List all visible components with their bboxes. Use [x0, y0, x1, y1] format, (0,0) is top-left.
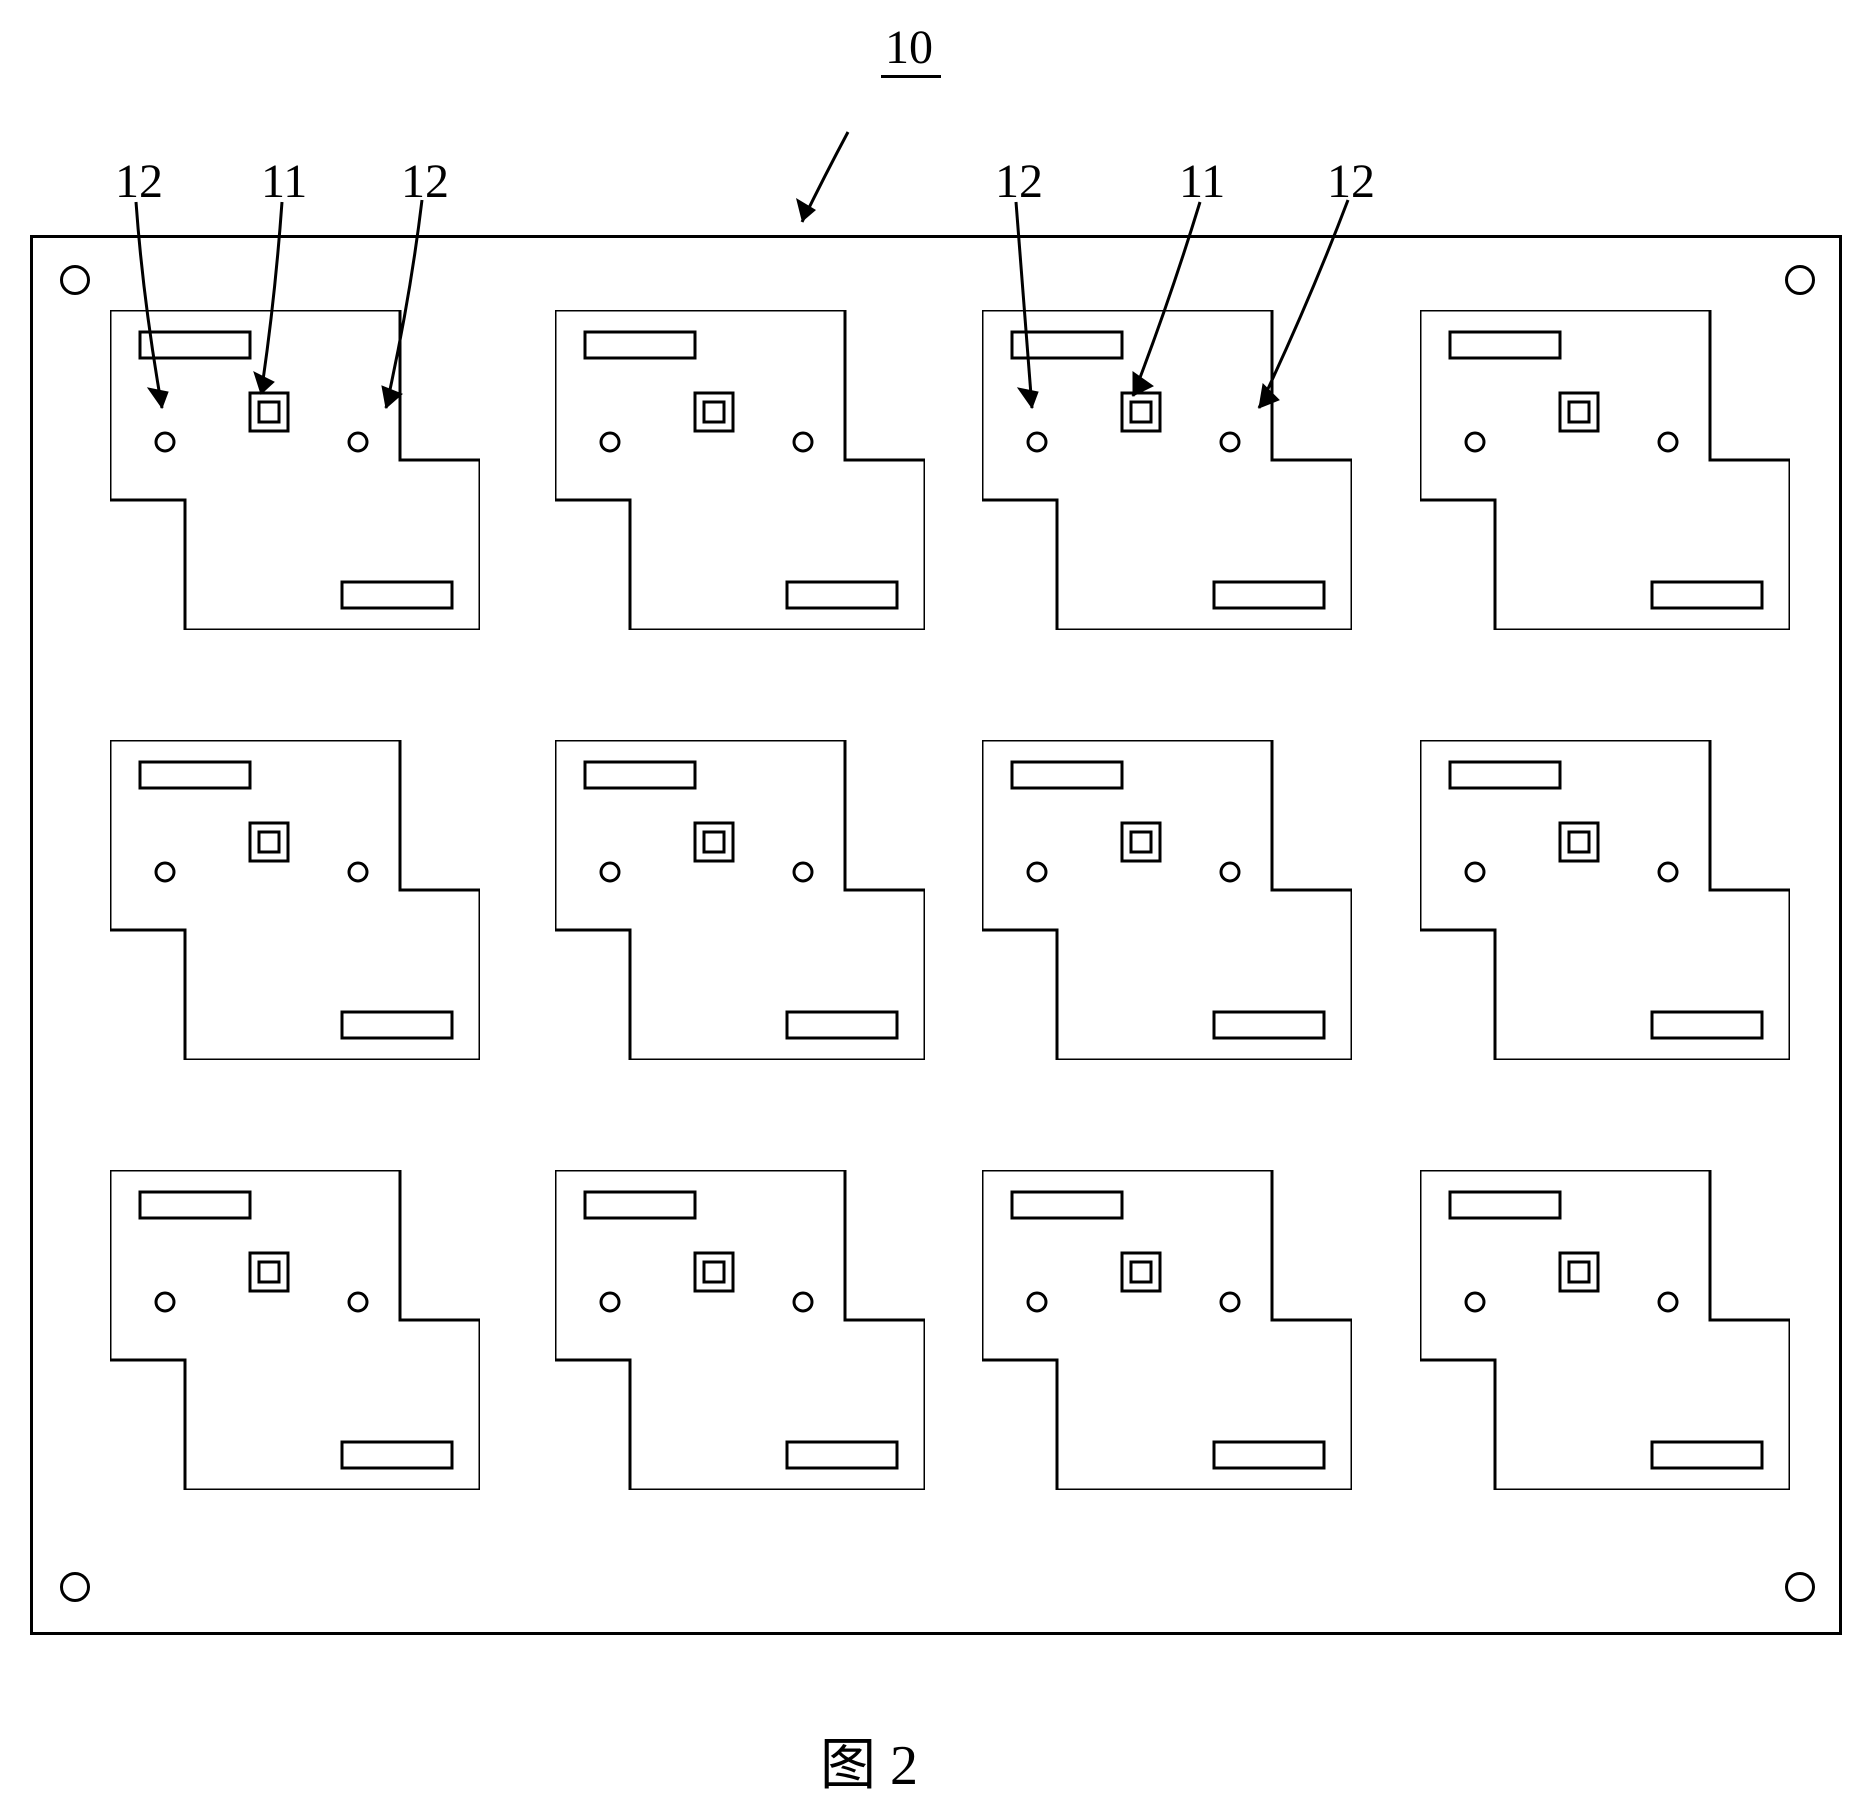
- corner-hole-br: [1785, 1572, 1815, 1602]
- callout-12b: 12: [401, 154, 449, 209]
- callout-12a: 12: [115, 154, 163, 209]
- callout-12c: 12: [995, 154, 1043, 209]
- callout-11a: 11: [261, 154, 307, 209]
- substrate-unit: [1420, 1170, 1790, 1490]
- substrate-unit: [555, 740, 925, 1060]
- substrate-unit: [1420, 310, 1790, 630]
- corner-hole-tl: [60, 265, 90, 295]
- substrate-unit: [982, 740, 1352, 1060]
- substrate-unit: [982, 1170, 1352, 1490]
- figure-caption: 图 2: [820, 1720, 918, 1801]
- substrate-unit: [555, 1170, 925, 1490]
- substrate-unit: [982, 310, 1352, 630]
- callout-11b: 11: [1179, 154, 1225, 209]
- figure-canvas: 10 12 11 12 12 11 12: [0, 0, 1871, 1808]
- substrate-unit: [110, 740, 480, 1060]
- corner-hole-bl: [60, 1572, 90, 1602]
- substrate-unit: [110, 310, 480, 630]
- substrate-unit: [1420, 740, 1790, 1060]
- corner-hole-tr: [1785, 265, 1815, 295]
- substrate-unit: [555, 310, 925, 630]
- callout-12d: 12: [1327, 154, 1375, 209]
- substrate-unit: [110, 1170, 480, 1490]
